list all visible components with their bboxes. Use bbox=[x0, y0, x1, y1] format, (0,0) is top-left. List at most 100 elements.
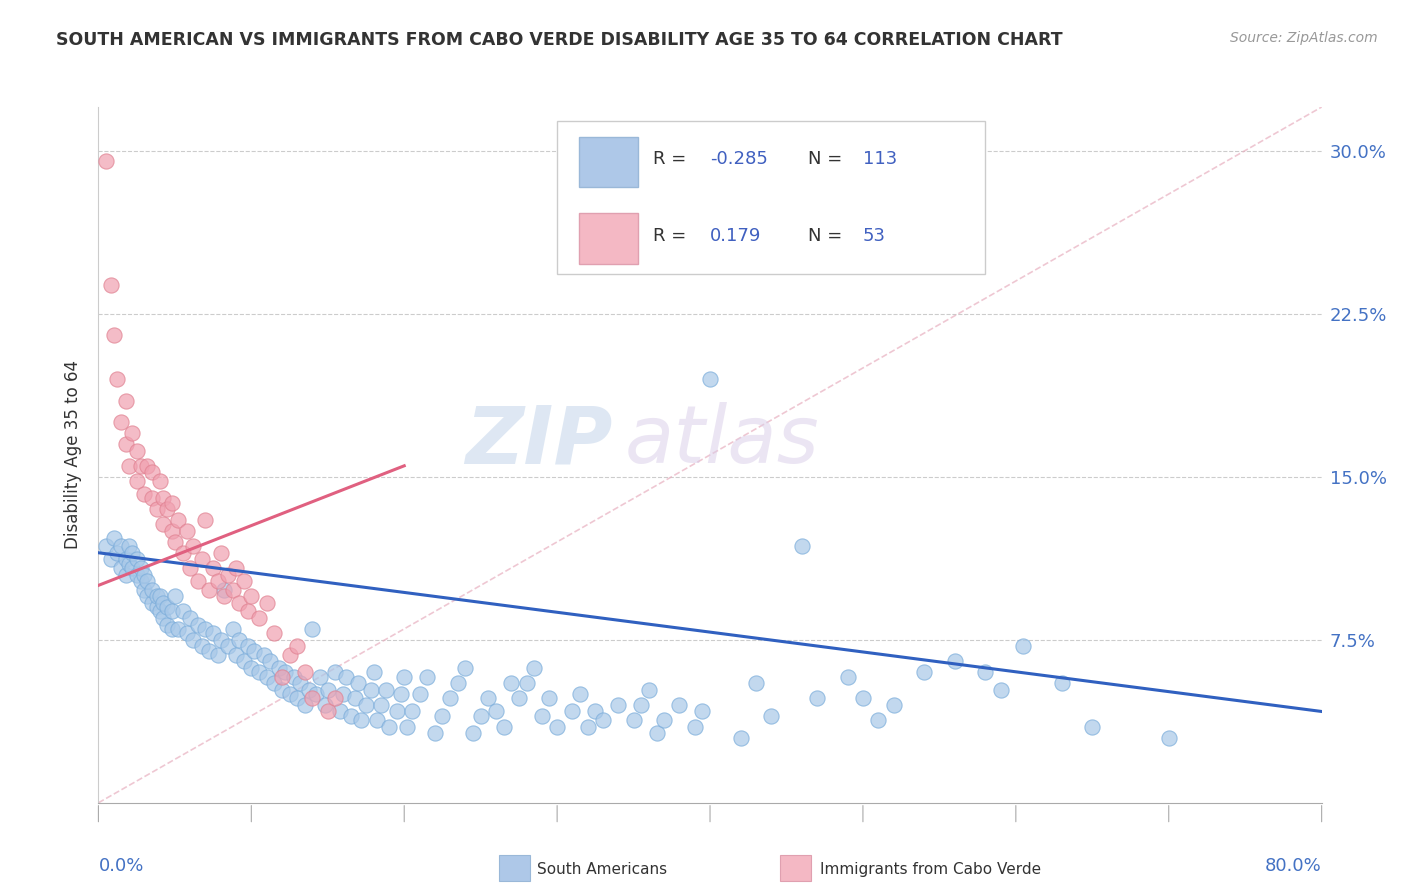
Point bbox=[374, 682, 396, 697]
Point bbox=[256, 596, 278, 610]
Point bbox=[125, 567, 148, 582]
FancyBboxPatch shape bbox=[557, 121, 986, 274]
Y-axis label: Disability Age 35 to 64: Disability Age 35 to 64 bbox=[63, 360, 82, 549]
Point bbox=[309, 670, 332, 684]
Point bbox=[423, 726, 446, 740]
Point bbox=[121, 561, 143, 575]
Point bbox=[247, 611, 270, 625]
Point bbox=[290, 676, 312, 690]
Point bbox=[156, 600, 179, 615]
Text: Source: ZipAtlas.com: Source: ZipAtlas.com bbox=[1230, 31, 1378, 45]
Point bbox=[176, 626, 198, 640]
Point bbox=[332, 687, 354, 701]
Point bbox=[118, 539, 141, 553]
Text: South Americans: South Americans bbox=[537, 863, 668, 877]
Point bbox=[837, 670, 859, 684]
Point bbox=[240, 661, 263, 675]
Point bbox=[1012, 639, 1035, 653]
Point bbox=[447, 676, 470, 690]
Point bbox=[187, 574, 209, 588]
Point bbox=[179, 611, 201, 625]
Point bbox=[121, 546, 143, 560]
FancyBboxPatch shape bbox=[579, 213, 638, 263]
Point bbox=[344, 691, 367, 706]
Point bbox=[508, 691, 530, 706]
Point bbox=[329, 705, 352, 719]
Point bbox=[546, 720, 568, 734]
Point bbox=[325, 691, 347, 706]
Point bbox=[294, 665, 316, 680]
Point bbox=[125, 474, 148, 488]
Point bbox=[197, 643, 219, 657]
Point bbox=[134, 582, 156, 597]
Point bbox=[1157, 731, 1180, 745]
Point bbox=[316, 705, 339, 719]
Point bbox=[176, 524, 198, 538]
Point bbox=[285, 691, 308, 706]
Point bbox=[416, 670, 439, 684]
Point bbox=[283, 670, 305, 684]
Point bbox=[115, 567, 138, 582]
Point bbox=[470, 708, 492, 723]
Point bbox=[191, 552, 214, 566]
Point bbox=[222, 622, 245, 636]
Point bbox=[209, 546, 232, 560]
Point bbox=[156, 617, 179, 632]
Point bbox=[267, 661, 290, 675]
Point bbox=[225, 561, 247, 575]
Point bbox=[194, 513, 217, 527]
Point bbox=[217, 567, 239, 582]
Point bbox=[335, 670, 357, 684]
Point bbox=[145, 502, 167, 516]
Point bbox=[592, 713, 614, 727]
Point bbox=[207, 574, 229, 588]
Point bbox=[167, 513, 190, 527]
Point bbox=[212, 589, 235, 603]
Point bbox=[194, 622, 217, 636]
Text: ZIP: ZIP bbox=[465, 402, 612, 480]
Point bbox=[152, 596, 174, 610]
Point bbox=[363, 665, 385, 680]
Point bbox=[974, 665, 997, 680]
Point bbox=[699, 372, 721, 386]
Point bbox=[238, 605, 260, 619]
Point bbox=[485, 705, 508, 719]
Point bbox=[1050, 676, 1073, 690]
Point bbox=[806, 691, 828, 706]
Point bbox=[630, 698, 652, 712]
Point bbox=[492, 720, 515, 734]
Point bbox=[439, 691, 461, 706]
Point bbox=[105, 546, 128, 560]
Point bbox=[125, 552, 148, 566]
Point bbox=[259, 655, 281, 669]
Point bbox=[152, 611, 174, 625]
Point bbox=[790, 539, 813, 553]
Point bbox=[301, 622, 323, 636]
Point bbox=[316, 682, 339, 697]
Point bbox=[583, 705, 606, 719]
Point bbox=[134, 487, 156, 501]
Point bbox=[181, 632, 204, 647]
Point bbox=[118, 458, 141, 473]
Point bbox=[652, 713, 675, 727]
Point bbox=[294, 698, 316, 712]
Point bbox=[645, 726, 668, 740]
Point bbox=[523, 661, 546, 675]
Point bbox=[129, 574, 152, 588]
Point bbox=[912, 665, 935, 680]
Point bbox=[538, 691, 561, 706]
Point bbox=[392, 670, 416, 684]
Point bbox=[454, 661, 477, 675]
Point bbox=[228, 632, 250, 647]
Point bbox=[240, 589, 263, 603]
Point bbox=[285, 639, 308, 653]
Point bbox=[278, 687, 301, 701]
Point bbox=[232, 655, 254, 669]
Point bbox=[152, 491, 174, 506]
Point bbox=[129, 458, 152, 473]
Point bbox=[209, 632, 232, 647]
Point bbox=[461, 726, 484, 740]
Point bbox=[191, 639, 214, 653]
Point bbox=[105, 372, 128, 386]
Text: SOUTH AMERICAN VS IMMIGRANTS FROM CABO VERDE DISABILITY AGE 35 TO 64 CORRELATION: SOUTH AMERICAN VS IMMIGRANTS FROM CABO V… bbox=[56, 31, 1063, 49]
